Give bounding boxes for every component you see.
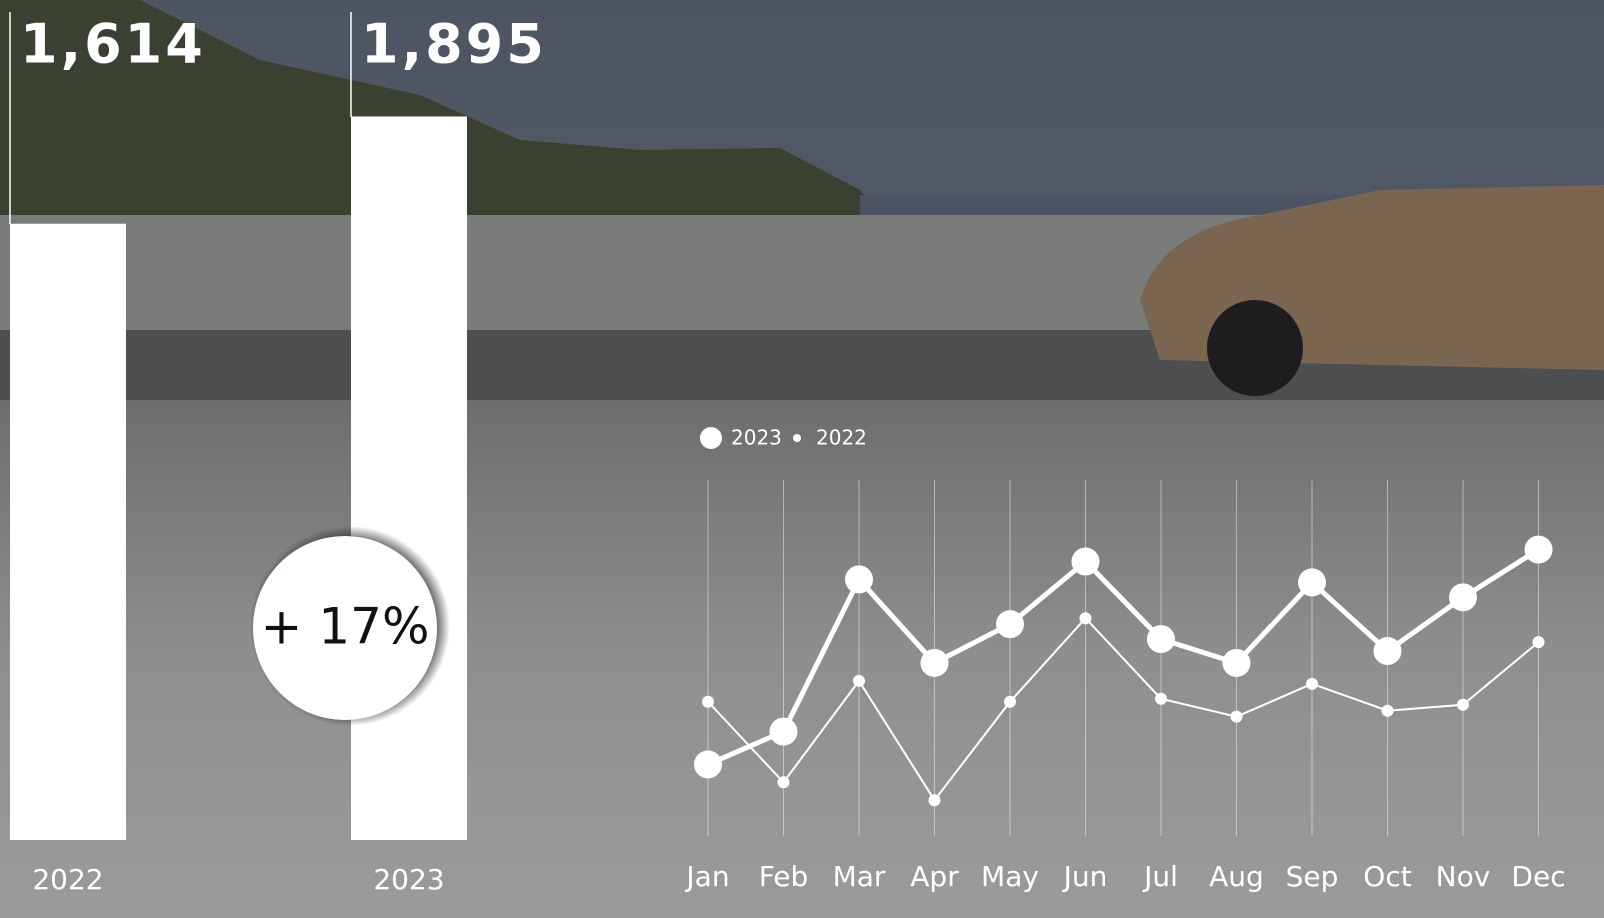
x-tick-label: Jan	[684, 860, 729, 893]
point	[1155, 692, 1167, 705]
legend-marker	[700, 427, 722, 449]
x-tick-label: May	[981, 860, 1039, 893]
point	[1524, 535, 1553, 564]
x-tick-label: Feb	[759, 860, 809, 893]
point	[1071, 547, 1100, 576]
point	[694, 750, 722, 779]
legend-label: 2023	[731, 426, 782, 450]
point	[777, 776, 790, 789]
x-tick-label: Mar	[833, 860, 886, 893]
point	[1381, 704, 1394, 717]
annotation-circle	[253, 536, 437, 720]
x-tick-label: Jun	[1062, 860, 1108, 893]
line-chart: Jan Feb Mar Apr May Jun Jul Aug Sep Oct Nov Dec 2023…	[684, 426, 1565, 894]
point	[1147, 625, 1175, 654]
x-tick-label: Nov	[1436, 860, 1491, 893]
point	[1306, 677, 1318, 690]
point	[1373, 637, 1402, 666]
legend-marker	[793, 434, 801, 442]
point	[769, 717, 798, 746]
point	[1230, 710, 1243, 723]
point	[1079, 612, 1092, 625]
point	[1298, 568, 1326, 597]
point	[928, 794, 941, 807]
annotation: + 17%	[261, 598, 430, 656]
point	[1004, 695, 1016, 708]
point	[1457, 698, 1469, 711]
series-line	[707, 617, 1540, 802]
point	[702, 695, 714, 708]
x-tick-label: Oct	[1363, 860, 1411, 893]
bar	[10, 223, 126, 840]
x-tick-label: Dec	[1511, 860, 1565, 893]
x-tick-label: Sep	[1286, 860, 1339, 893]
legend-label: 2022	[816, 426, 867, 450]
value-label: 1,895	[361, 13, 547, 76]
x-tick-label: Jul	[1142, 860, 1178, 893]
point	[1532, 636, 1545, 649]
bar	[351, 116, 467, 841]
point	[1449, 583, 1477, 612]
x-tick-label: Apr	[910, 860, 959, 893]
bar-chart: 1,614 2022 1,895 2023 + 17%	[9, 12, 547, 896]
point	[996, 610, 1024, 639]
x-tick-label: 2022	[32, 863, 103, 896]
x-tick-label: Aug	[1209, 860, 1264, 893]
point	[853, 674, 865, 687]
point	[845, 565, 873, 594]
series-line	[707, 547, 1540, 767]
point	[1222, 648, 1251, 677]
value-label: 1,614	[20, 13, 206, 76]
x-tick-label: 2023	[373, 863, 444, 896]
point	[920, 648, 949, 677]
